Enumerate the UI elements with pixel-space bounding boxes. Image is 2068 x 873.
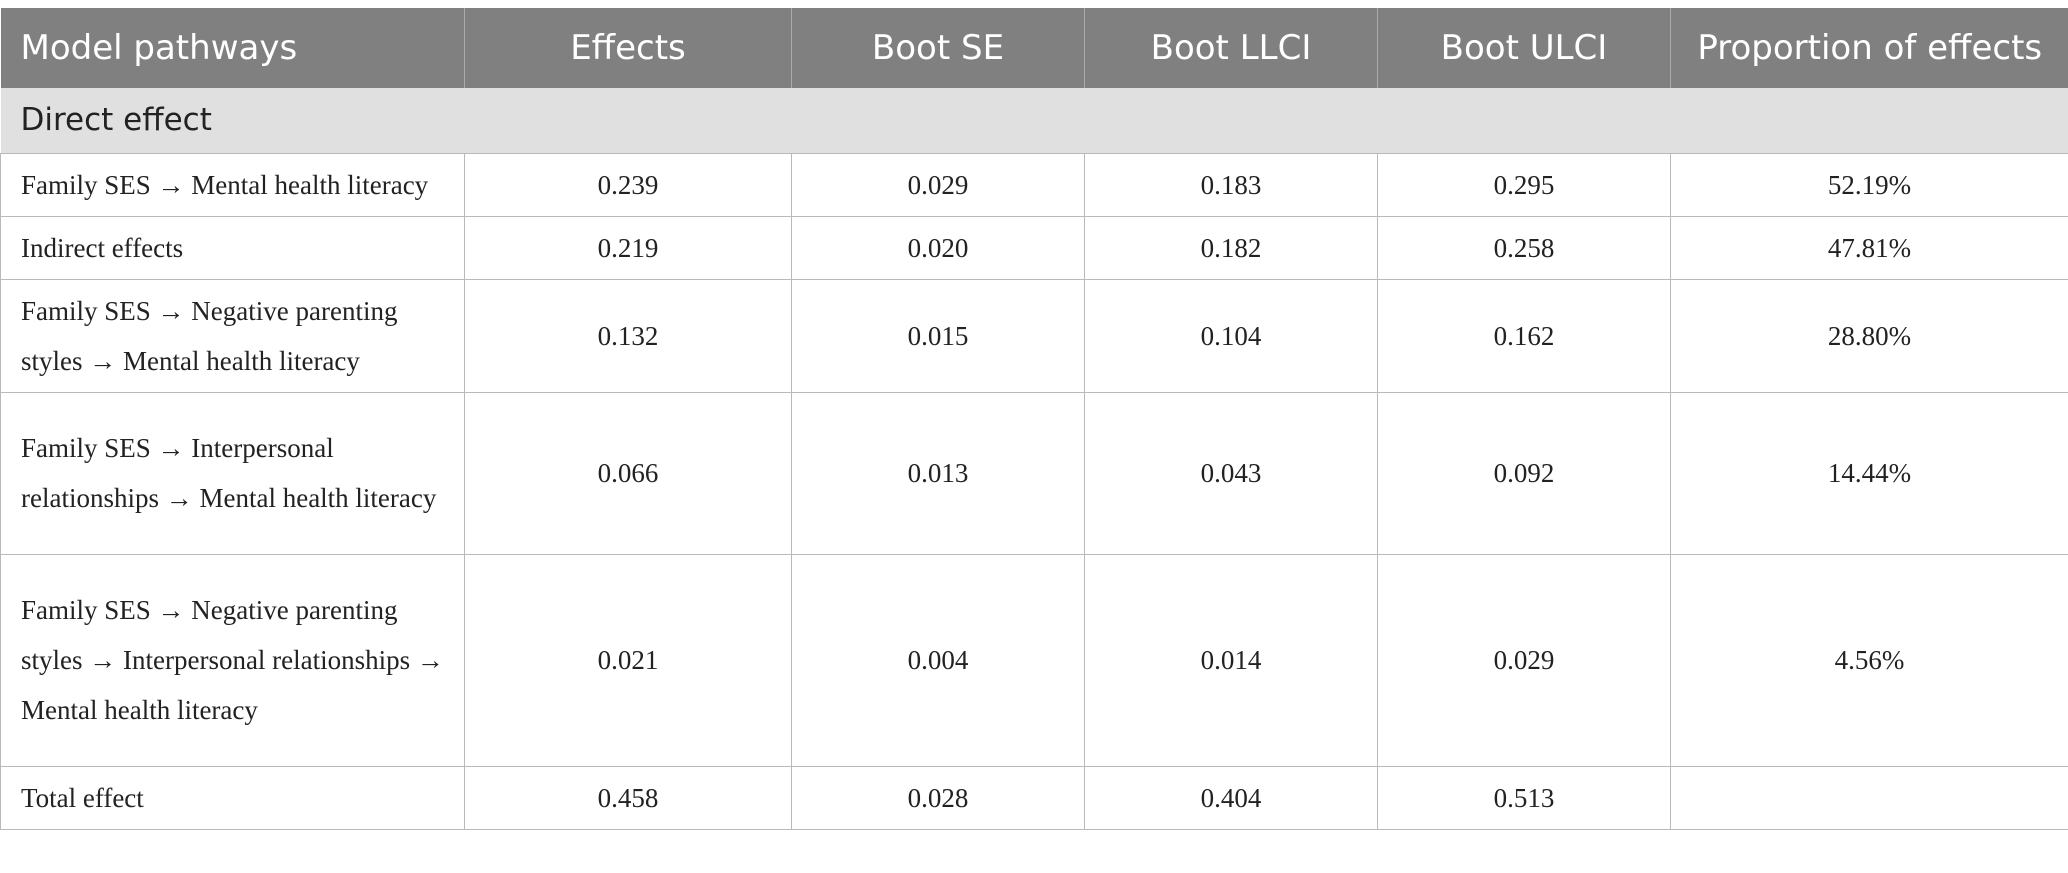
cell-boot-ulci: 0.295: [1377, 152, 1671, 217]
cell-effects: 0.219: [464, 215, 792, 280]
table-row: Family SES → Negative parenting styles →…: [0, 553, 2068, 767]
cell-pathway: Family SES → Negative parenting styles →…: [0, 278, 465, 393]
cell-pathway: Family SES → Negative parenting styles →…: [0, 553, 465, 767]
cell-boot-llci: 0.183: [1084, 152, 1378, 217]
cell-effects: 0.458: [464, 765, 792, 830]
cell-boot-ulci: 0.092: [1377, 391, 1671, 555]
cell-proportion: 28.80%: [1670, 278, 2068, 393]
cell-boot-llci: 0.104: [1084, 278, 1378, 393]
cell-proportion: [1670, 765, 2068, 830]
header-boot-llci: Boot LLCI: [1084, 8, 1378, 88]
mediation-effects-table: Model pathways Effects Boot SE Boot LLCI…: [0, 8, 2068, 830]
section-label: Direct effect: [0, 88, 2068, 154]
cell-boot-ulci: 0.162: [1377, 278, 1671, 393]
cell-boot-llci: 0.043: [1084, 391, 1378, 555]
header-proportion: Proportion of effects: [1670, 8, 2068, 88]
cell-boot-llci: 0.182: [1084, 215, 1378, 280]
header-boot-ulci: Boot ULCI: [1377, 8, 1671, 88]
cell-effects: 0.239: [464, 152, 792, 217]
cell-effects: 0.021: [464, 553, 792, 767]
cell-boot-ulci: 0.029: [1377, 553, 1671, 767]
cell-boot-se: 0.015: [791, 278, 1085, 393]
table-row: Family SES → Interpersonal relationships…: [0, 391, 2068, 555]
header-boot-se: Boot SE: [791, 8, 1085, 88]
cell-boot-ulci: 0.513: [1377, 765, 1671, 830]
cell-pathway: Family SES → Interpersonal relationships…: [0, 391, 465, 555]
cell-boot-se: 0.029: [791, 152, 1085, 217]
cell-boot-se: 0.013: [791, 391, 1085, 555]
cell-pathway: Family SES → Mental health literacy: [0, 152, 465, 217]
table-row: Family SES → Negative parenting styles →…: [0, 278, 2068, 393]
cell-boot-se: 0.028: [791, 765, 1085, 830]
cell-proportion: 14.44%: [1670, 391, 2068, 555]
cell-proportion: 4.56%: [1670, 553, 2068, 767]
header-effects: Effects: [464, 8, 792, 88]
cell-boot-se: 0.004: [791, 553, 1085, 767]
table-row: Family SES → Mental health literacy 0.23…: [0, 152, 2068, 217]
table-row: Total effect 0.458 0.028 0.404 0.513: [0, 765, 2068, 830]
cell-boot-se: 0.020: [791, 215, 1085, 280]
cell-proportion: 47.81%: [1670, 215, 2068, 280]
cell-boot-llci: 0.404: [1084, 765, 1378, 830]
cell-pathway: Indirect effects: [0, 215, 465, 280]
cell-effects: 0.132: [464, 278, 792, 393]
table-row: Indirect effects 0.219 0.020 0.182 0.258…: [0, 215, 2068, 280]
cell-boot-llci: 0.014: [1084, 553, 1378, 767]
header-model-pathways: Model pathways: [0, 8, 465, 88]
cell-pathway: Total effect: [0, 765, 465, 830]
cell-effects: 0.066: [464, 391, 792, 555]
section-row: Direct effect: [0, 88, 2068, 154]
header-row: Model pathways Effects Boot SE Boot LLCI…: [0, 8, 2068, 88]
cell-boot-ulci: 0.258: [1377, 215, 1671, 280]
cell-proportion: 52.19%: [1670, 152, 2068, 217]
results-table-container: Model pathways Effects Boot SE Boot LLCI…: [0, 8, 2068, 830]
